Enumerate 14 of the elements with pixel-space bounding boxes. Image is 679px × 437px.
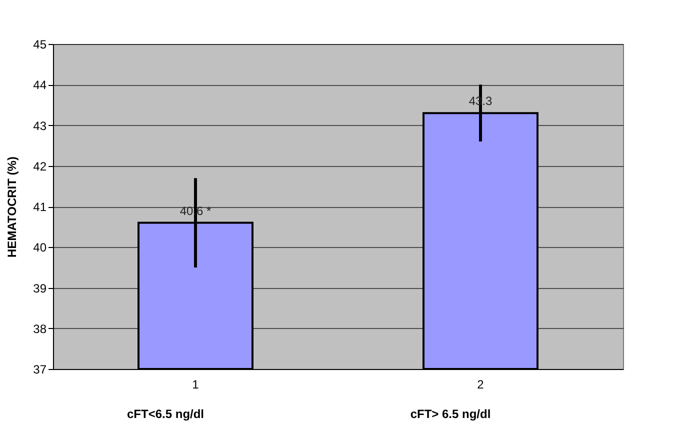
y-tick-label: 41: [33, 200, 47, 214]
text: cFT<6.5 ng/dl: [126, 407, 204, 421]
y-tick-label: 38: [33, 322, 47, 336]
y-tick-label: 43: [33, 118, 47, 133]
text: cFT> 6.5 ng/dl: [410, 407, 491, 421]
x-tick-label: 1: [192, 378, 200, 392]
y-tick-label: 39: [33, 281, 47, 296]
y-tick-label: 45: [33, 38, 47, 52]
y-axis-title: HEMATOCRIT (%): [5, 156, 20, 258]
x-tick-label: 2: [477, 378, 484, 392]
y-tick-label: 37: [33, 362, 47, 376]
y-tick-label: 44: [33, 78, 47, 92]
y-tick-label: 42: [33, 159, 47, 174]
y-tick-label: 40: [33, 240, 47, 255]
